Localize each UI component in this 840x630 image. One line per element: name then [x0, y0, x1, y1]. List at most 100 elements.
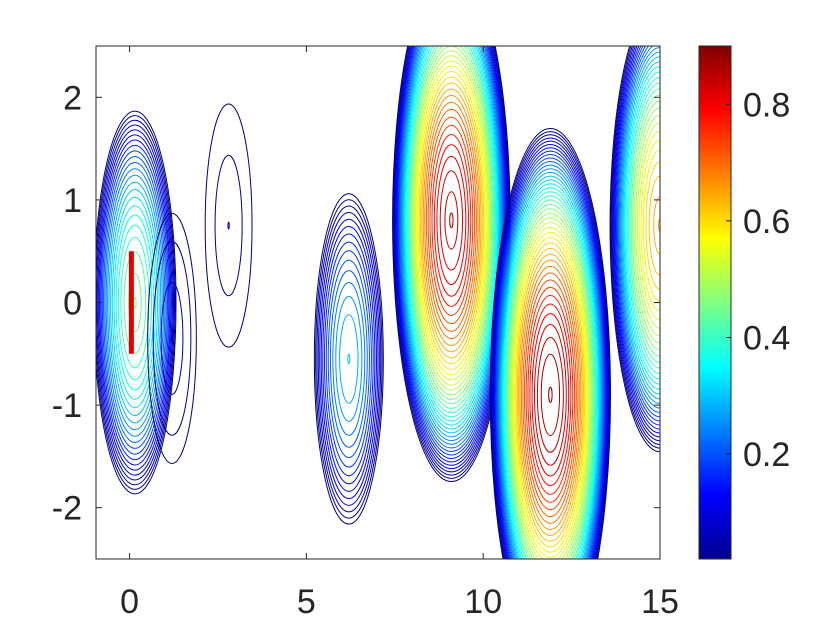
contour-line [402, 46, 501, 438]
contour-line [436, 155, 467, 286]
contour-line [410, 46, 493, 400]
contour-line [507, 208, 593, 559]
contour-line [108, 181, 162, 424]
contour-line [117, 224, 152, 381]
colorbar: 0.2 0.4 0.6 0.8 [698, 45, 790, 560]
contour-line [398, 46, 504, 452]
contour-line [620, 47, 660, 404]
contour-line [147, 212, 197, 464]
contour-line [408, 46, 495, 409]
contour-line [404, 46, 498, 426]
contour-line [96, 110, 177, 495]
contour-line [406, 46, 497, 418]
contour-line [316, 205, 382, 513]
contour-line [518, 253, 583, 537]
contour-line [525, 286, 576, 503]
contour-line [339, 314, 359, 404]
contour-line [422, 94, 481, 346]
contour-line [491, 134, 610, 559]
colorbar-tick-label: 0.2 [743, 436, 790, 474]
y-axis: 2 1 0 -1 -2 [52, 79, 660, 528]
contour-line [110, 188, 160, 417]
colorbar-tick-label: 0.8 [743, 86, 790, 124]
contour-line [513, 231, 588, 558]
contour-line [398, 46, 505, 456]
contour-line [170, 334, 174, 343]
contour-line [405, 46, 498, 422]
x-tick-label: 0 [120, 583, 139, 621]
contour-line [527, 294, 574, 495]
colorbar-gradient [699, 46, 731, 559]
contour-line [407, 46, 496, 414]
contour-line [515, 242, 586, 548]
contour-line [612, 46, 660, 438]
contour-line [425, 108, 477, 332]
y-tick-label: 0 [63, 285, 82, 323]
contour-line [227, 221, 230, 230]
contour-line [315, 199, 383, 519]
contour-line [431, 133, 472, 307]
contour-line [658, 218, 660, 233]
y-tick-label: -1 [52, 387, 82, 425]
contour-line [499, 171, 602, 559]
contour-line [494, 150, 606, 559]
contour-line [619, 46, 660, 409]
contour-line [319, 218, 379, 500]
contour-line [494, 147, 607, 559]
contour-line [635, 114, 660, 337]
contour-line [403, 46, 499, 430]
contour-line [500, 175, 601, 559]
contour-line [429, 124, 474, 316]
contour-line [329, 270, 368, 448]
contour-line [638, 130, 660, 321]
contour-line [509, 217, 591, 559]
contour-line [497, 161, 604, 559]
contour-line [490, 131, 611, 559]
contour-line [128, 272, 142, 333]
x-tick-label: 15 [641, 583, 679, 621]
contour-line [96, 115, 176, 490]
contour-line [504, 191, 597, 559]
contour-line [424, 101, 479, 340]
contour-line [493, 144, 608, 559]
contour-line [531, 313, 570, 477]
contour-line [335, 295, 363, 422]
contour-line [416, 65, 487, 376]
colorbar-ticks: 0.2 0.4 0.6 0.8 [726, 86, 790, 474]
plot-area [95, 45, 661, 560]
contour-line [419, 82, 483, 359]
contour-line [501, 179, 600, 559]
contour-line [444, 191, 459, 250]
contour-line [653, 196, 660, 255]
contour-line [512, 226, 589, 559]
contour-line [433, 144, 469, 297]
contour-line [325, 250, 372, 468]
contour-line [495, 154, 606, 559]
contour-line [347, 353, 351, 365]
contour-line [516, 247, 584, 542]
contour-line [152, 241, 192, 436]
x-axis: 0 5 10 15 [120, 46, 679, 621]
contour-line [529, 303, 572, 487]
contour-line [505, 199, 595, 559]
contour-line [111, 196, 158, 409]
contour-line [327, 259, 370, 459]
contour-line [503, 187, 598, 559]
contour-line [421, 88, 482, 353]
contour-line [403, 46, 500, 434]
contour-line [615, 46, 660, 426]
contour-line [401, 46, 502, 442]
contour-line [548, 386, 553, 403]
contour-line [101, 150, 168, 455]
contour-line [409, 46, 494, 405]
contour-line [492, 140, 609, 559]
contour-line [449, 212, 454, 229]
contour-line [414, 60, 488, 381]
contour-line [412, 50, 491, 391]
contour-line [502, 183, 599, 559]
contour-line [160, 281, 184, 395]
contour-line [504, 195, 596, 559]
contour-line [418, 76, 485, 365]
contour-line [427, 116, 476, 325]
